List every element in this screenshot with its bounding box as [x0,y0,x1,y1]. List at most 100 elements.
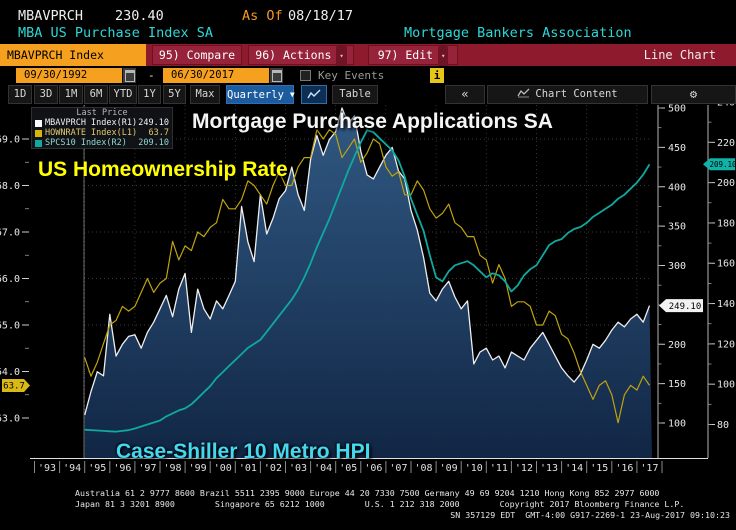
x-axis-year-label: '94 [63,463,81,474]
x-axis-year-label: '03 [289,463,307,474]
legend-row-spcs10[interactable]: SPCS10 Index (R2) 209.10 [32,138,172,148]
x-axis-year-label: '97 [138,463,156,474]
x-axis-year-label: '11 [490,463,508,474]
axis-label-r1: 200 [668,340,686,351]
legend-row-hownrate[interactable]: HOWNRATE Index (L1) 63.7 [32,128,172,138]
x-axis-year-label: '16 [615,463,633,474]
chevron-down-icon: ▼ [289,90,295,99]
tab-range-1y[interactable]: 1Y [138,85,161,104]
axis-label-r2: 80 [717,420,729,431]
actions-dropdown[interactable]: 96) Actions ▾ [248,45,354,66]
axis-label-r2: 120 [717,339,735,350]
axis-label-r2: 140 [717,299,735,310]
axis-label-r2: 160 [717,259,735,270]
period-dropdown[interactable]: Quarterly ▼ [226,85,295,104]
start-date-field[interactable]: 09/30/1992 [16,68,122,83]
legend-row-mbavprch[interactable]: MBAVPRCH Index (R1) 249.10 [32,118,172,128]
badge-l1-last [2,378,30,392]
compare-button[interactable]: 95) Compare [152,45,242,65]
line-chart-icon [307,89,321,99]
axis-label-r2: 220 [717,138,735,149]
badge-r2-last-text: 209.10 [709,160,736,169]
x-axis-year-label: '06 [364,463,382,474]
axis-label-r2: 100 [717,380,735,391]
ticker-input-field[interactable]: MBAVPRCH Index [0,44,146,66]
axis-label-l1: 64.0 [0,367,20,378]
legend-title: Last Price [76,108,128,118]
x-axis-year-label: '07 [389,463,407,474]
chevron-down-icon: ▾ [336,46,347,66]
axis-label-r1: 400 [668,182,686,193]
axis-label-l1: 65.0 [0,321,20,332]
chart-legend[interactable]: Last Price MBAVPRCH Index (R1) 249.10 HO… [31,107,173,149]
calendar-icon[interactable] [122,68,136,83]
axis-label-l1: 66.0 [0,274,20,285]
calendar-icon[interactable] [269,68,283,83]
footer-session-line: SN 357129 EDT GMT-4:00 G917-2269-1 23-Au… [450,510,730,520]
x-axis-year-label: '14 [565,463,583,474]
tab-range-1d[interactable]: 1D [8,85,32,104]
badge-l1-last-text: 63.7 [3,382,25,392]
x-axis-year-label: '05 [339,463,357,474]
tab-range-3d[interactable]: 3D [34,85,58,104]
badge-r2-last [703,158,735,171]
axis-label-r1: 300 [668,261,686,272]
axis-label-r2: 240 [717,104,735,109]
x-axis-year-label: '12 [515,463,533,474]
axis-label-l1: 69.0 [0,135,20,146]
chart-content-button[interactable]: Chart Content [487,85,648,104]
as-of-label: As Of [242,8,283,24]
date-range-dash: - [148,69,155,82]
series-line-mbavprch [84,107,651,416]
info-icon[interactable]: i [430,68,444,83]
series-swatch-yellow [35,129,42,137]
axis-label-l1: 68.0 [0,181,20,192]
axis-label-l1: 67.0 [0,228,20,239]
x-axis-year-label: '96 [113,463,131,474]
axis-label-r1: 350 [668,222,686,233]
x-axis-year-label: '13 [540,463,558,474]
as-of-date: 08/18/17 [288,8,354,24]
ticker-symbol: MBAVPRCH [18,8,84,24]
tab-range-max[interactable]: Max [190,85,220,104]
chart-canvas[interactable]: 69.0 68.0 67.0 66.0 65.0 64.0 63.0 500 450 400 350… [0,104,736,476]
x-axis-year-label: '10 [465,463,483,474]
x-axis-year-label: '98 [164,463,182,474]
axis-label-r1: 450 [668,143,686,154]
tab-range-1m[interactable]: 1M [59,85,83,104]
badge-r1-last [659,299,703,313]
x-axis-year-label: '95 [88,463,106,474]
gear-icon: ⚙ [689,87,698,101]
axis-label-r2: 180 [717,218,735,229]
axis-label-l1: 63.0 [0,414,20,425]
line-chart-mode-button[interactable] [301,85,327,104]
end-date-field[interactable]: 06/30/2017 [163,68,269,83]
axis-label-r1: 500 [668,104,686,115]
x-axis-year-label: '99 [189,463,207,474]
chevron-down-icon: ▾ [438,46,449,66]
tab-range-5y[interactable]: 5Y [163,85,186,104]
footer-contact-line2: Japan 81 3 3201 8900 Singapore 65 6212 1… [75,499,685,509]
series-swatch-teal [35,139,42,147]
security-name: MBA US Purchase Index SA [18,25,214,41]
area-fill-mbavprch [84,108,652,458]
security-source: Mortgage Bankers Association [404,25,632,41]
x-axis-year-label: '02 [264,463,282,474]
collapse-panel-button[interactable]: « [445,85,485,104]
key-events-checkbox[interactable] [300,70,311,81]
x-axis-year-label: '09 [440,463,458,474]
settings-gear-button[interactable]: ⚙ [651,85,736,104]
chart-type-label: Line Chart [643,48,716,62]
x-axis-year-label: '00 [214,463,232,474]
tab-range-6m[interactable]: 6M [84,85,108,104]
key-events-label: Key Events [318,69,385,82]
tab-range-ytd[interactable]: YTD [109,85,137,104]
annotation-mortgage-purchase: Mortgage Purchase Applications SA [192,110,553,133]
series-swatch-white [35,119,42,127]
x-axis-year-label: '08 [415,463,433,474]
edit-dropdown[interactable]: 97) Edit ▾ [368,45,458,66]
table-mode-button[interactable]: Table [332,85,378,104]
axis-label-r1: 150 [668,379,686,390]
axis-label-r2: 200 [717,178,735,189]
